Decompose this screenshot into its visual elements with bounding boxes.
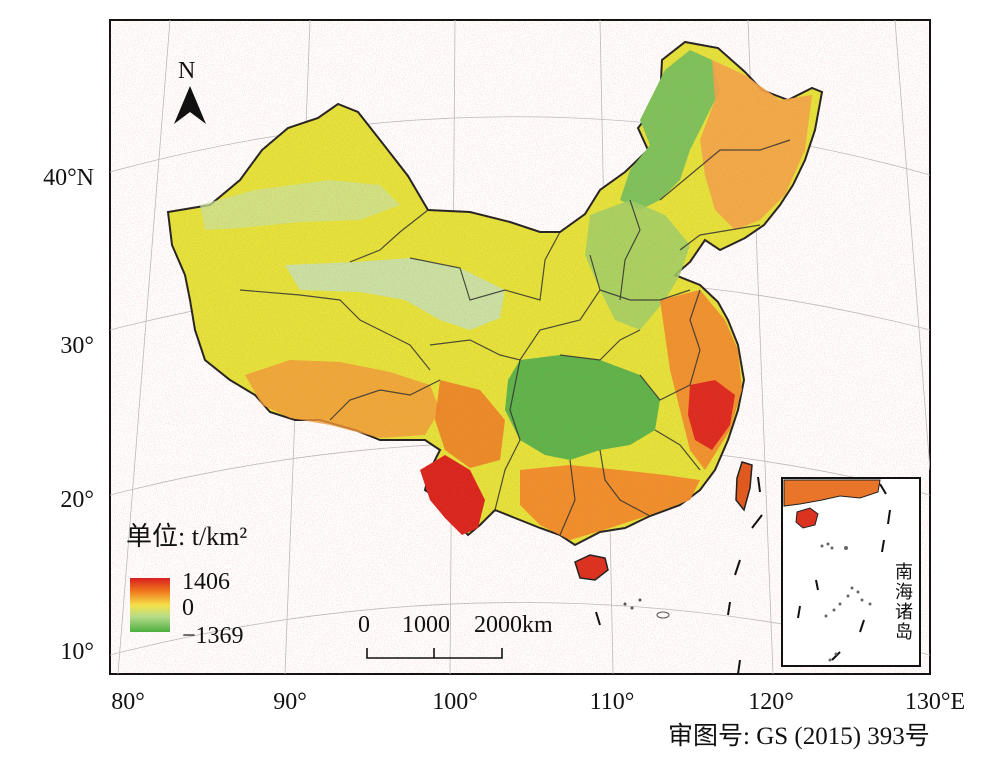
scale-bar-graphic bbox=[366, 648, 503, 659]
longitude-label-110: 110° bbox=[589, 689, 635, 715]
latitude-label-10: 10° bbox=[60, 639, 94, 665]
scattered-islands bbox=[623, 598, 670, 619]
scale-label-0: 0 bbox=[358, 612, 370, 638]
longitude-label-80: 80° bbox=[111, 689, 145, 715]
hainan-island bbox=[574, 554, 609, 581]
scale-label-1000: 1000 bbox=[402, 612, 450, 638]
nine-dash-line bbox=[595, 476, 763, 674]
province-boundaries bbox=[239, 139, 791, 536]
north-arrow-icon bbox=[174, 86, 206, 124]
inset-label: 南海诸岛 bbox=[893, 562, 913, 642]
longitude-label-90: 90° bbox=[273, 689, 307, 715]
map-approval-number: 审图号: GS (2015) 393号 bbox=[668, 723, 930, 750]
legend-color-ramp bbox=[130, 578, 170, 632]
taiwan-island bbox=[735, 461, 753, 512]
scale-label-2000km: 2000km bbox=[474, 612, 553, 638]
latitude-label-30: 30° bbox=[60, 333, 94, 359]
latitude-label-40: 40°N bbox=[43, 165, 94, 191]
legend-min-label: −1369 bbox=[182, 623, 244, 649]
south-china-sea-inset bbox=[781, 477, 921, 667]
latitude-label-20: 20° bbox=[60, 487, 94, 513]
legend-zero-label: 0 bbox=[182, 595, 194, 621]
legend-max-label: 1406 bbox=[182, 569, 230, 595]
longitude-label-130: 130°E bbox=[904, 689, 966, 715]
legend-title: 单位: t/km² bbox=[126, 522, 248, 551]
longitude-label-100: 100° bbox=[432, 689, 478, 715]
north-label: N bbox=[178, 58, 196, 84]
longitude-label-120: 120° bbox=[748, 689, 794, 715]
